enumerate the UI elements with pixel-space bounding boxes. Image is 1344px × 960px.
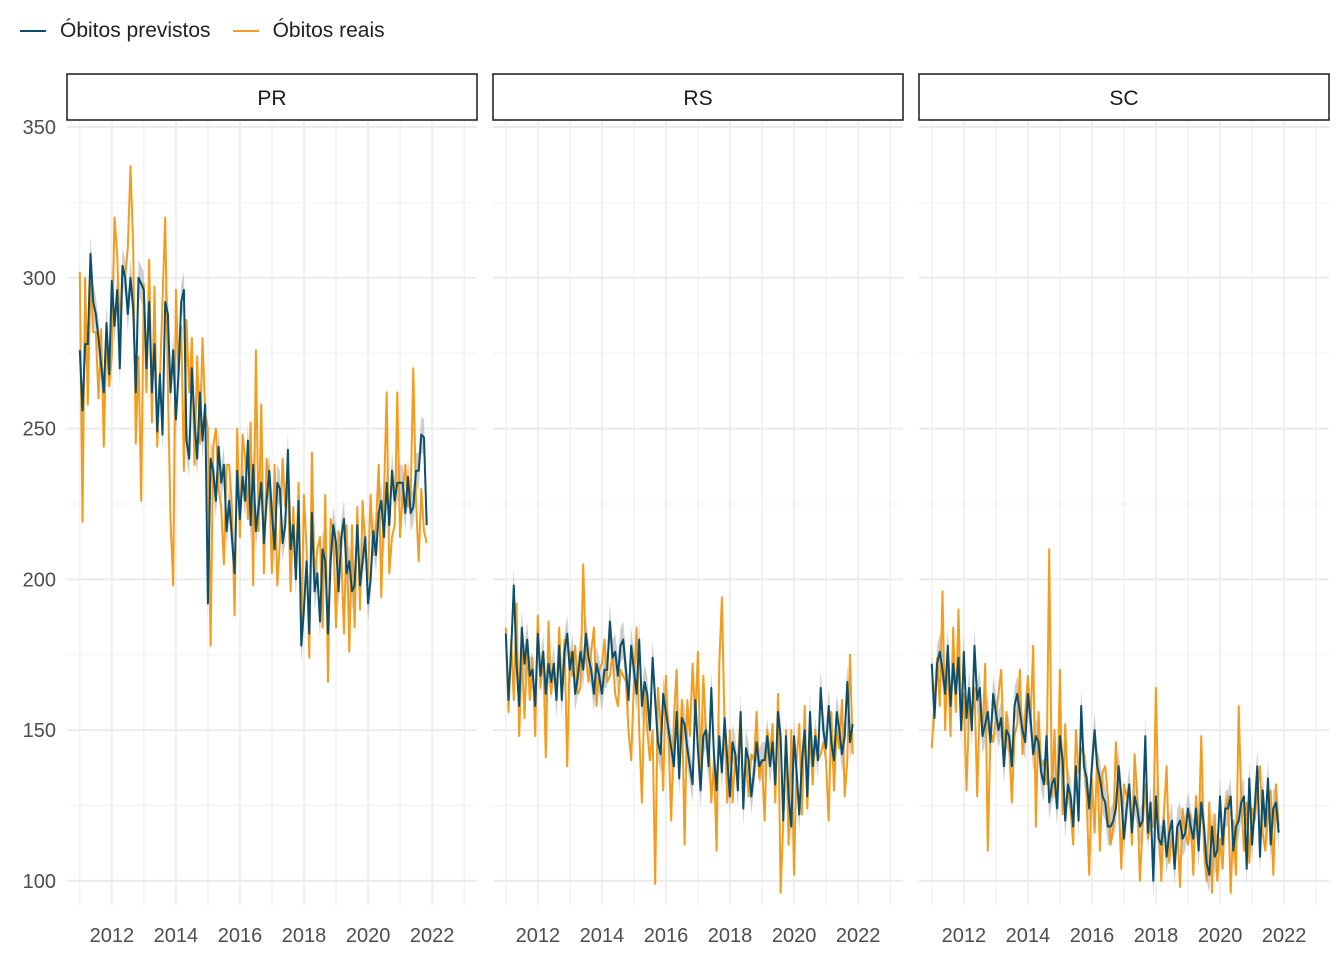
x-tick-label: 2016 — [644, 925, 689, 947]
facet-strip-label: PR — [257, 87, 286, 110]
x-tick-label: 2014 — [1006, 925, 1051, 947]
y-tick-label: 200 — [23, 569, 56, 591]
facet-strip — [918, 73, 1330, 121]
legend-item-predicted: Óbitos previstos — [20, 19, 211, 43]
facet-strip — [492, 73, 904, 121]
y-tick-label: 150 — [23, 720, 56, 742]
predicted-deaths-line — [78, 252, 428, 647]
x-tick-label: 2012 — [942, 925, 987, 947]
legend: Óbitos previstos Óbitos reais — [20, 14, 385, 48]
predicted-deaths-line — [504, 584, 854, 828]
predicted-deaths-line — [930, 644, 1280, 882]
actual-deaths-line — [930, 548, 1280, 894]
x-tick-label: 2020 — [346, 925, 391, 947]
y-tick-label: 250 — [23, 419, 56, 441]
legend-label-predicted: Óbitos previstos — [60, 19, 211, 42]
x-tick-label: 2020 — [772, 925, 817, 947]
prediction-interval-band — [931, 627, 1279, 899]
x-tick-label: 2020 — [1198, 925, 1243, 947]
x-tick-label: 2012 — [90, 925, 135, 947]
actual-deaths-line — [78, 165, 428, 683]
x-tick-label: 2016 — [218, 925, 263, 947]
x-tick-label: 2014 — [580, 925, 625, 947]
legend-key-predicted — [20, 30, 46, 32]
x-tick-label: 2012 — [516, 925, 561, 947]
facet-panel-rs: RS 2012 2014 2016 2018 2020 2022 — [492, 73, 904, 947]
y-tick-label: 350 — [23, 117, 56, 139]
x-tick-label: 2018 — [282, 925, 327, 947]
facet-strip — [66, 73, 478, 121]
legend-label-actual: Óbitos reais — [272, 19, 385, 42]
y-tick-label: 300 — [23, 268, 56, 290]
x-tick-label: 2022 — [836, 925, 881, 947]
x-tick-label: 2018 — [708, 925, 753, 947]
actual-deaths-line — [504, 563, 854, 894]
facet-panel-sc: SC 2012 2014 2016 2018 2020 2022 — [918, 73, 1330, 947]
x-tick-label: 2014 — [154, 925, 199, 947]
facet-strip-label: RS — [683, 87, 712, 110]
facet-panel-pr: PR 2012 2014 2016 2018 2020 2022 — [66, 73, 478, 947]
prediction-interval-band — [505, 567, 853, 845]
x-tick-label: 2018 — [1134, 925, 1179, 947]
legend-key-actual — [232, 30, 259, 32]
x-tick-label: 2016 — [1070, 925, 1115, 947]
x-tick-label: 2022 — [410, 925, 455, 947]
legend-item-actual: Óbitos reais — [232, 19, 385, 43]
x-tick-label: 2022 — [1262, 925, 1307, 947]
facet-strip-label: SC — [1109, 87, 1138, 110]
y-tick-label: 100 — [23, 871, 56, 893]
